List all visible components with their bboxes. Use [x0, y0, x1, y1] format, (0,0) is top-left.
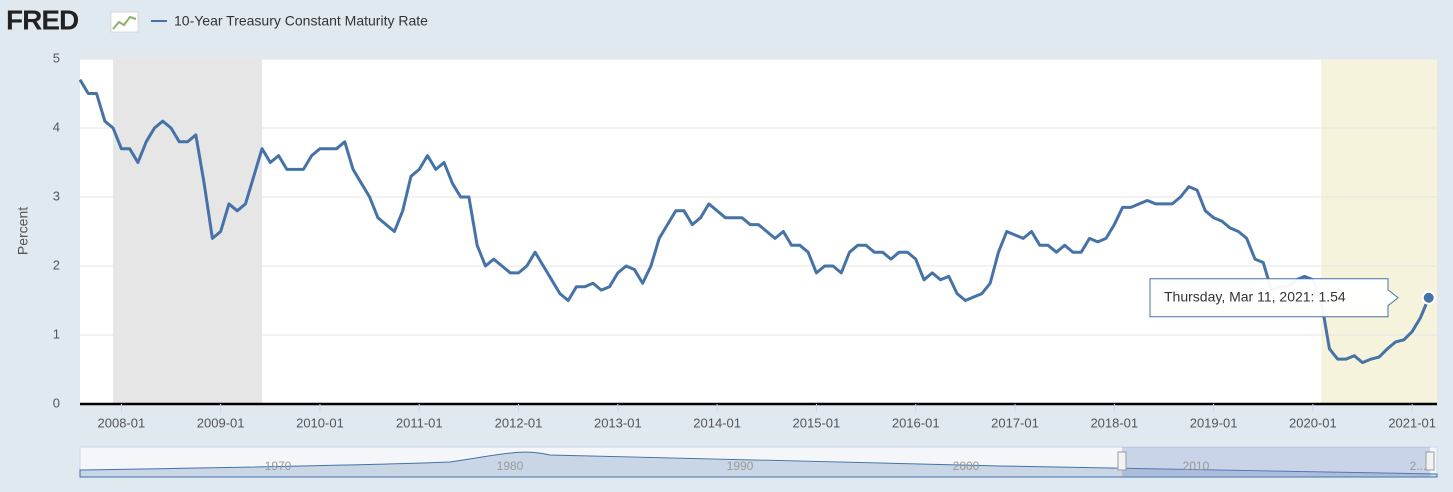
x-tick-label: 2011-01	[396, 415, 443, 430]
navigator-label: 1970	[265, 459, 292, 473]
x-tick-label: 2021-01	[1388, 415, 1436, 430]
x-tick-label: 2016-01	[892, 415, 940, 430]
x-tick-label: 2019-01	[1190, 415, 1238, 430]
navigator-handle[interactable]	[1117, 451, 1127, 471]
navigator-label: 1980	[497, 459, 524, 473]
plot-area	[80, 59, 1437, 404]
x-tick-label: 2017-01	[991, 415, 1039, 430]
recession-shading	[1321, 59, 1437, 404]
y-axis-label: Percent	[15, 207, 31, 255]
y-tick-label: 1	[53, 326, 60, 341]
recession-shading	[113, 59, 263, 404]
logo-icon-box	[110, 11, 139, 33]
y-tick-label: 4	[53, 119, 60, 134]
navigator-label: 2000	[953, 459, 980, 473]
x-tick-label: 2012-01	[495, 415, 543, 430]
x-tick-label: 2015-01	[793, 415, 841, 430]
y-tick-label: 0	[53, 395, 60, 410]
x-tick-label: 2010-01	[296, 415, 344, 430]
tooltip-label: Thursday, Mar 11, 2021:	[1164, 288, 1314, 304]
y-tick-label: 5	[53, 50, 60, 65]
x-tick-label: 2018-01	[1090, 415, 1138, 430]
navigator-label: 1990	[727, 459, 754, 473]
legend-label: 10-Year Treasury Constant Maturity Rate	[174, 13, 428, 29]
navigator-handle[interactable]	[1425, 451, 1435, 471]
navigator-selection[interactable]	[1122, 447, 1430, 477]
x-tick-label: 2014-01	[693, 415, 741, 430]
logo-icon-line	[112, 15, 137, 30]
tooltip-value: 1.54	[1318, 288, 1345, 304]
y-tick-label: 3	[53, 188, 60, 203]
x-tick-label: 2013-01	[594, 415, 642, 430]
navigator-label: 2010	[1183, 459, 1210, 473]
series-line	[78, 78, 1431, 365]
logo-icon	[110, 11, 139, 33]
y-tick-label: 2	[53, 257, 60, 272]
x-tick-label: 2008-01	[98, 415, 146, 430]
x-tick-label: 2020-01	[1289, 415, 1337, 430]
navigator-labels: 1970 1980 1990 2000 2010 2...	[265, 459, 1427, 473]
navigator-label: 2...	[1410, 459, 1427, 473]
x-tick-label: 2009-01	[197, 415, 245, 430]
tooltip-marker	[1421, 290, 1436, 305]
logo: FRED	[6, 4, 79, 35]
tooltip-text: Thursday, Mar 11, 2021: 1.54	[1164, 288, 1346, 304]
tooltip-box	[1149, 278, 1399, 318]
